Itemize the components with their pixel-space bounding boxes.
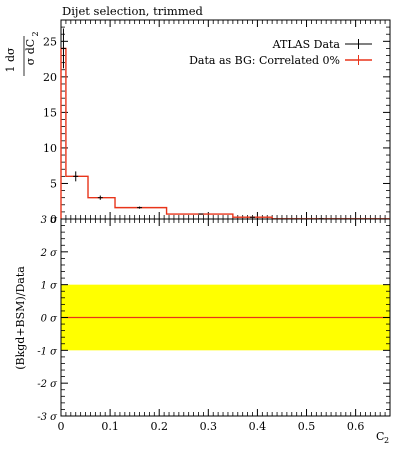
main-y-axis-label-index: 2 (31, 31, 40, 36)
legend-label: ATLAS Data (272, 38, 341, 51)
ratio-y-tick-label: -2 σ (37, 379, 58, 390)
x-tick-label: 0.2 (150, 420, 168, 433)
x-tick-label: 0 (58, 420, 65, 433)
main-panel: 0 5 10 15 20 25 ATLAS Data Data as BG: Correla… (43, 19, 391, 226)
main-y-tick-label: 20 (43, 71, 57, 84)
ratio-y-tick-label: 2 σ (40, 248, 59, 259)
main-step-series (60, 47, 390, 220)
data-point (137, 206, 143, 209)
legend-label: Data as BG: Correlated 0% (189, 54, 340, 67)
ratio-y-tick-label: -1 σ (37, 346, 58, 357)
x-tick-label: 0.1 (101, 420, 119, 433)
ratio-y-tick-label: 0 σ (41, 314, 59, 325)
x-axis-label-index: 2 (384, 436, 389, 445)
main-y-tick-label: 10 (43, 142, 57, 155)
legend: ATLAS Data Data as BG: Correlated 0% (189, 38, 372, 67)
main-y-tick-label: 5 (50, 177, 57, 190)
main-y-tick-label: 25 (43, 35, 57, 48)
main-y-axis-label-bottom: σ dC (24, 39, 37, 65)
main-plot-frame (60, 19, 391, 220)
main-y-axis-label: 1 dσ σ dC 2 (4, 31, 40, 76)
data-point (60, 28, 66, 69)
ratio-y-tick-label: 3 σ (41, 215, 59, 226)
main-y-tick-label: 0 (50, 213, 57, 226)
x-tick-label: 0.3 (200, 420, 218, 433)
x-tick-label: 0.6 (347, 420, 365, 433)
x-tick-label: 0.5 (298, 420, 316, 433)
x-axis-label-main: C (376, 430, 384, 443)
main-y-axis-label-top: 1 dσ (4, 47, 17, 73)
data-point (97, 195, 103, 200)
ratio-y-tick-label: 1 σ (41, 281, 59, 292)
main-y-tick-label: 15 (43, 106, 57, 119)
data-point (73, 171, 79, 182)
ratio-ticks: 3 σ2 σ1 σ0 σ-1 σ-2 σ-3 σ0 0.1 0.2 0.3 0.4 0.5… (37, 215, 390, 433)
x-tick-label: 0.4 (249, 420, 267, 433)
data-point (198, 213, 204, 215)
chart-title: Dijet selection, trimmed (62, 4, 204, 18)
step-series-line (60, 47, 390, 220)
ratio-y-axis-label: (Bkgd+BSM)/Data (14, 266, 27, 370)
ratio-y-tick-label: -3 σ (37, 412, 58, 423)
ratio-panel: 3 σ2 σ1 σ0 σ-1 σ-2 σ-3 σ0 0.1 0.2 0.3 0.4 0.5… (37, 215, 391, 433)
x-axis-label: C 2 (376, 430, 389, 445)
